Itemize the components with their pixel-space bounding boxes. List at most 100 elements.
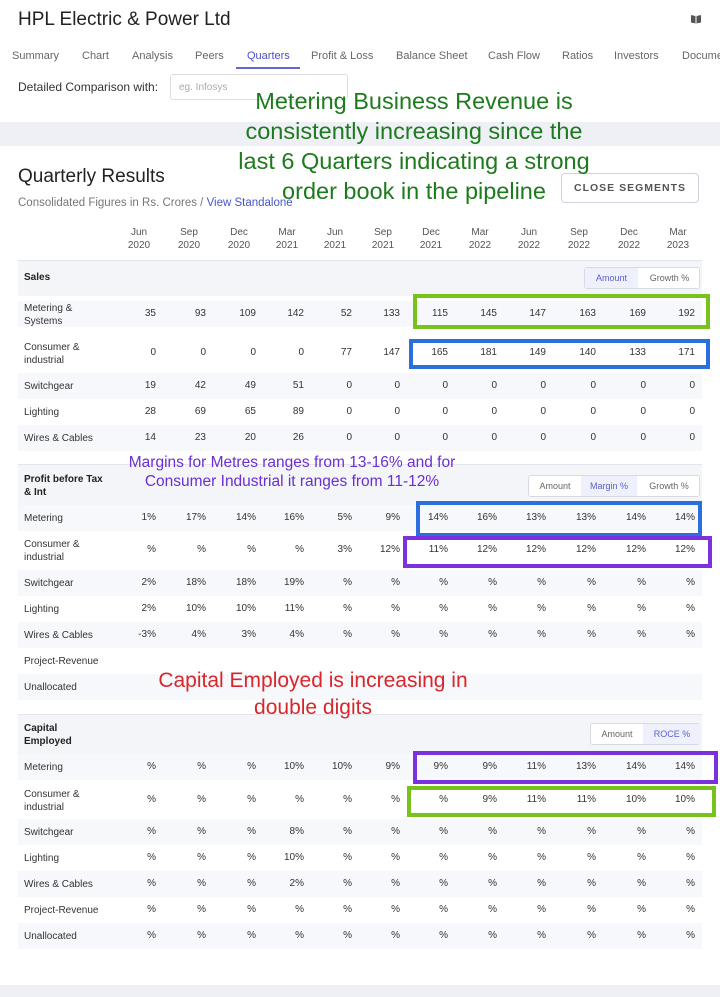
table-cell: 14% xyxy=(674,512,695,523)
active-tab-underline xyxy=(236,67,300,69)
row-label: Switchgear xyxy=(24,381,74,392)
capital-view-toggle[interactable]: Amount ROCE % xyxy=(590,723,701,745)
tab-cash-flow[interactable]: Cash Flow xyxy=(488,50,540,62)
table-cell: 147 xyxy=(383,347,400,358)
row-stripe xyxy=(18,674,702,700)
table-cell: % xyxy=(637,603,646,614)
sales-view-toggle[interactable]: Amount Growth % xyxy=(584,267,700,289)
table-cell: 149 xyxy=(529,347,546,358)
toggle-growth-[interactable]: Growth % xyxy=(649,273,690,283)
table-cell: 9% xyxy=(433,761,448,772)
toggle-amount[interactable]: Amount xyxy=(539,481,571,491)
table-cell: % xyxy=(147,878,156,889)
table-cell: 12% xyxy=(625,544,646,555)
table-cell: 4% xyxy=(289,629,304,640)
table-cell: % xyxy=(247,878,256,889)
row-label: Project-Revenue xyxy=(24,905,99,916)
column-header: Dec 2021 xyxy=(419,227,443,251)
table-cell: % xyxy=(343,904,352,915)
close-segments-button[interactable]: CLOSE SEGMENTS xyxy=(561,173,699,203)
table-cell: % xyxy=(686,577,695,588)
table-cell: 0 xyxy=(394,380,400,391)
table-cell: % xyxy=(247,930,256,941)
table-cell: % xyxy=(686,930,695,941)
table-cell: % xyxy=(686,826,695,837)
table-cell: % xyxy=(439,826,448,837)
tab-balance-sheet[interactable]: Balance Sheet xyxy=(396,50,468,62)
table-cell: 165 xyxy=(431,347,448,358)
row-stripe xyxy=(18,871,702,897)
column-header: Jun 2021 xyxy=(323,227,347,251)
metering-annotation: Metering Business Revenue is consistently… xyxy=(238,88,590,204)
tab-analysis[interactable]: Analysis xyxy=(132,50,173,62)
table-cell: 0 xyxy=(640,380,646,391)
table-cell: 0 xyxy=(200,347,206,358)
table-cell: 0 xyxy=(540,432,546,443)
tab-peers[interactable]: Peers xyxy=(195,50,224,62)
toggle-margin-[interactable]: Margin % xyxy=(581,476,637,496)
book-icon[interactable] xyxy=(690,14,702,24)
row-stripe xyxy=(18,819,702,845)
row-label: Wires & Cables xyxy=(24,433,93,444)
table-cell: 0 xyxy=(590,380,596,391)
tab-documents[interactable]: Documents xyxy=(682,50,720,62)
section-divider xyxy=(0,122,720,146)
view-standalone-link[interactable]: View Standalone xyxy=(206,197,293,209)
table-cell: 0 xyxy=(394,406,400,417)
table-cell: % xyxy=(147,852,156,863)
table-cell: % xyxy=(587,878,596,889)
table-cell: % xyxy=(295,544,304,555)
tab-quarters[interactable]: Quarters xyxy=(247,50,290,62)
toggle-amount[interactable]: Amount xyxy=(601,729,633,739)
table-cell: 9% xyxy=(385,512,400,523)
table-cell: % xyxy=(391,852,400,863)
table-cell: % xyxy=(391,577,400,588)
table-cell: % xyxy=(439,904,448,915)
row-label: Lighting xyxy=(24,407,60,418)
tab-chart[interactable]: Chart xyxy=(82,50,109,62)
table-cell: 0 xyxy=(346,380,352,391)
app-header: HPL Electric & Power Ltd xyxy=(0,0,720,40)
pbt-view-toggle[interactable]: Amount Margin % Growth % xyxy=(528,475,700,497)
table-cell: % xyxy=(537,904,546,915)
compare-input[interactable]: eg. Infosys xyxy=(170,74,348,100)
table-cell: % xyxy=(147,761,156,772)
tab-profit-loss[interactable]: Profit & Loss xyxy=(311,50,374,62)
table-cell: 0 xyxy=(394,432,400,443)
row-stripe xyxy=(18,622,702,648)
tab-summary[interactable]: Summary xyxy=(12,50,60,62)
table-cell: % xyxy=(587,852,596,863)
row-label: Metering & Systems xyxy=(24,303,73,327)
table-cell: % xyxy=(587,904,596,915)
toggle-growth-[interactable]: Growth % xyxy=(649,481,689,491)
table-cell: % xyxy=(343,794,352,805)
table-cell: % xyxy=(537,577,546,588)
table-cell: % xyxy=(686,603,695,614)
table-cell: 12% xyxy=(379,544,400,555)
table-cell: 0 xyxy=(491,432,497,443)
tab-investors[interactable]: Investors xyxy=(614,50,659,62)
table-cell: % xyxy=(587,826,596,837)
table-cell: 13% xyxy=(525,512,546,523)
table-cell: 0 xyxy=(346,432,352,443)
table-cell: % xyxy=(537,930,546,941)
table-cell: 14% xyxy=(625,761,646,772)
table-cell: % xyxy=(247,826,256,837)
table-cell: % xyxy=(343,852,352,863)
margins-annotation: Margins for Metres ranges from 13-16% an… xyxy=(128,454,456,490)
tab-ratios[interactable]: Ratios xyxy=(562,50,594,62)
table-cell: % xyxy=(637,826,646,837)
table-cell: % xyxy=(247,761,256,772)
table-cell: 3% xyxy=(337,544,352,555)
toggle-amount[interactable]: Amount xyxy=(585,268,638,288)
table-cell: % xyxy=(439,852,448,863)
table-cell: 28 xyxy=(144,406,156,417)
table-cell: 0 xyxy=(442,432,448,443)
table-cell: 11% xyxy=(576,794,596,805)
row-label: Lighting xyxy=(24,853,60,864)
table-cell: 142 xyxy=(287,308,304,319)
table-cell: % xyxy=(197,826,206,837)
toggle-roce-[interactable]: ROCE % xyxy=(643,724,701,744)
table-cell: 0 xyxy=(442,406,448,417)
table-cell: 12% xyxy=(575,544,596,555)
